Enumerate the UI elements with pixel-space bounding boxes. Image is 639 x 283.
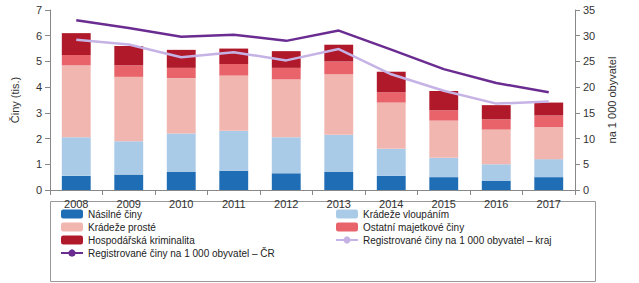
- svg-text:3: 3: [36, 107, 42, 119]
- svg-text:2: 2: [36, 133, 42, 145]
- svg-text:0: 0: [36, 184, 42, 196]
- svg-text:Registrované činy na 1 000 oby: Registrované činy na 1 000 obyvatel – ČR: [88, 247, 275, 259]
- svg-text:Krádeže vloupáním: Krádeže vloupáním: [363, 209, 449, 220]
- svg-text:Registrované činy na 1 000 oby: Registrované činy na 1 000 obyvatel – kr…: [363, 235, 551, 246]
- svg-text:Násilné činy: Násilné činy: [88, 209, 142, 220]
- svg-text:0: 0: [583, 184, 589, 196]
- svg-text:Ostatní majetkové činy: Ostatní majetkové činy: [363, 222, 464, 233]
- svg-text:2017: 2017: [537, 198, 561, 210]
- svg-text:2012: 2012: [274, 198, 298, 210]
- svg-text:5: 5: [36, 55, 42, 67]
- svg-text:25: 25: [583, 55, 595, 67]
- svg-text:15: 15: [583, 107, 595, 119]
- svg-text:6: 6: [36, 30, 42, 42]
- svg-text:2009: 2009: [116, 197, 141, 210]
- svg-text:2013: 2013: [327, 198, 351, 210]
- svg-text:2016: 2016: [484, 198, 508, 210]
- svg-text:30: 30: [583, 30, 595, 42]
- svg-text:2008: 2008: [64, 198, 88, 210]
- svg-text:1: 1: [36, 158, 42, 170]
- svg-text:Hospodářská kriminalita: Hospodářská kriminalita: [88, 235, 195, 246]
- svg-text:4: 4: [36, 81, 42, 93]
- svg-text:2011: 2011: [222, 198, 246, 210]
- svg-text:35: 35: [583, 4, 595, 16]
- svg-text:2014: 2014: [379, 197, 404, 210]
- svg-text:2010: 2010: [169, 198, 193, 210]
- svg-text:10: 10: [583, 133, 595, 145]
- svg-text:2015: 2015: [431, 197, 456, 210]
- svg-text:20: 20: [583, 81, 595, 93]
- svg-text:5: 5: [583, 158, 589, 170]
- svg-text:7: 7: [36, 4, 42, 16]
- svg-text:Krádeže prosté: Krádeže prosté: [88, 222, 156, 233]
- svg-text:Činy (tis.): Činy (tis.): [9, 77, 21, 123]
- svg-text:na 1 000 obyvatel: na 1 000 obyvatel: [606, 57, 618, 144]
